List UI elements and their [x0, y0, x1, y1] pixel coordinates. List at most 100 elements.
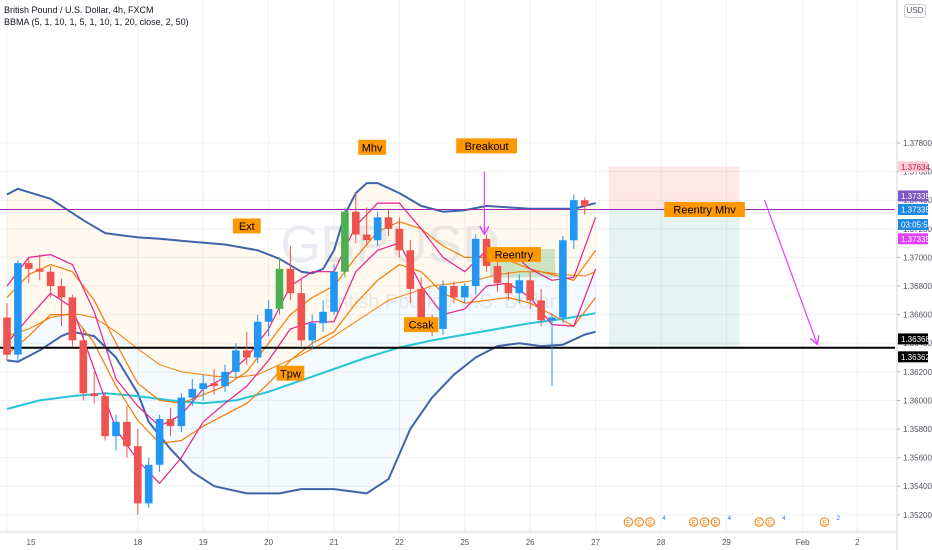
- candle-17[interactable]: [188, 388, 197, 398]
- event-icon-4[interactable]: [689, 517, 699, 527]
- candle-10[interactable]: [112, 421, 120, 437]
- candle-42[interactable]: [461, 286, 469, 298]
- candle-15[interactable]: [166, 419, 175, 427]
- candle-48[interactable]: [526, 280, 534, 301]
- candle-6[interactable]: [68, 297, 77, 341]
- price-tick-7: 1.36600: [903, 311, 932, 320]
- candle-32[interactable]: [352, 211, 360, 235]
- lower-band-fill: [7, 271, 596, 494]
- candle-29[interactable]: [319, 311, 327, 324]
- candle-22[interactable]: [243, 350, 251, 358]
- candle-27[interactable]: [297, 293, 306, 341]
- grid: [0, 0, 895, 532]
- event-icon-8[interactable]: [754, 517, 764, 527]
- event-icon-9[interactable]: [765, 517, 775, 527]
- annotation-reentry-box[interactable]: [486, 247, 541, 263]
- candle-28[interactable]: [308, 323, 316, 341]
- price-label-box-0: [898, 161, 928, 173]
- event-icon-5[interactable]: [699, 517, 710, 527]
- candle-44[interactable]: [482, 238, 491, 266]
- time-tick-9: 28: [657, 538, 666, 547]
- candle-4[interactable]: [46, 271, 55, 287]
- candle-43[interactable]: [471, 238, 480, 287]
- event-icon-label-5: E: [703, 521, 707, 527]
- horizontal-lines: [0, 209, 895, 349]
- candle-38[interactable]: [417, 288, 425, 322]
- annotation-reentry-mhv-box[interactable]: [664, 202, 745, 218]
- candle-2[interactable]: [25, 263, 33, 269]
- candle-25[interactable]: [275, 268, 284, 309]
- annotation-csak: Csak: [409, 320, 435, 332]
- ma10-low-line[interactable]: [6, 264, 597, 444]
- annotation-ext-box[interactable]: [232, 218, 261, 234]
- event-count-10: 4: [782, 516, 786, 522]
- price-label-3: 03:05:56: [901, 221, 932, 230]
- candle-26[interactable]: [286, 268, 295, 294]
- candle-46[interactable]: [504, 283, 513, 294]
- annotation-breakout-box[interactable]: [456, 138, 517, 154]
- bb-upper-line[interactable]: [6, 182, 596, 275]
- target-arrow[interactable]: [763, 200, 817, 343]
- time-tick-10: 29: [722, 538, 731, 547]
- candle-20[interactable]: [221, 371, 229, 387]
- currency-button[interactable]: USD: [904, 4, 926, 18]
- candle-30[interactable]: [330, 271, 338, 312]
- time-axis: 15 18 19 20 21 22 25 26 27 28 29 Feb 2: [0, 531, 897, 547]
- candle-1[interactable]: [14, 263, 22, 355]
- candle-50[interactable]: [548, 317, 556, 321]
- candle-0[interactable]: [3, 317, 11, 355]
- candle-23[interactable]: [253, 321, 262, 358]
- event-icon-6[interactable]: [710, 517, 721, 527]
- event-icon-2[interactable]: [645, 517, 655, 527]
- price-label-box-2: [898, 204, 928, 216]
- candle-41[interactable]: [450, 286, 458, 298]
- candle-18[interactable]: [199, 383, 207, 389]
- event-icon-11[interactable]: [819, 517, 830, 527]
- candle-36[interactable]: [395, 228, 404, 251]
- time-tick-1: 18: [133, 538, 142, 547]
- price-label-box-4: [898, 233, 928, 245]
- event-icon-0[interactable]: [623, 517, 633, 527]
- price-tick-4: 1.36000: [903, 396, 932, 405]
- candle-13[interactable]: [144, 464, 153, 504]
- reward-zone[interactable]: [608, 209, 740, 348]
- candle-16[interactable]: [177, 397, 186, 427]
- candle-14[interactable]: [155, 419, 164, 465]
- annotation-mhv-box[interactable]: [358, 139, 387, 155]
- candle-40[interactable]: [439, 286, 447, 329]
- annotation-tpw-box[interactable]: [276, 365, 305, 381]
- price-tick-1: 1.35400: [903, 482, 932, 491]
- time-tick-6: 25: [460, 538, 469, 547]
- candle-49[interactable]: [537, 300, 545, 321]
- event-icon-label-2: E: [648, 521, 652, 527]
- price-label-box-1: [898, 190, 928, 202]
- candle-9[interactable]: [101, 396, 109, 437]
- candle-5[interactable]: [57, 286, 66, 298]
- candle-11[interactable]: [123, 421, 131, 447]
- candle-45[interactable]: [493, 266, 502, 284]
- candle-8[interactable]: [90, 393, 98, 397]
- time-tick-8: 27: [591, 538, 600, 547]
- candle-3[interactable]: [35, 268, 44, 272]
- event-icon-1[interactable]: [634, 517, 644, 527]
- indicator-legend[interactable]: BBMA (5, 1, 10, 1, 5, 1, 10, 1, 20, clos…: [4, 17, 189, 27]
- candle-33[interactable]: [362, 234, 371, 241]
- candle-21[interactable]: [232, 350, 240, 372]
- candle-12[interactable]: [134, 446, 142, 504]
- candle-52[interactable]: [570, 200, 578, 241]
- candle-35[interactable]: [384, 217, 393, 229]
- candle-53[interactable]: [580, 200, 589, 206]
- candle-34[interactable]: [373, 217, 382, 241]
- annotation-csak-box[interactable]: [404, 317, 439, 333]
- candle-31[interactable]: [341, 211, 349, 272]
- candle-47[interactable]: [515, 280, 524, 294]
- candle-51[interactable]: [559, 240, 567, 318]
- candle-7[interactable]: [79, 340, 88, 394]
- annotation-breakout: Breakout: [465, 141, 509, 153]
- symbol-title[interactable]: British Pound / U.S. Dollar, 4h, FXCM: [4, 5, 154, 15]
- candle-24[interactable]: [264, 308, 273, 322]
- candle-37[interactable]: [406, 250, 415, 289]
- price-axis-bg[interactable]: [897, 0, 932, 550]
- candle-19[interactable]: [210, 383, 218, 387]
